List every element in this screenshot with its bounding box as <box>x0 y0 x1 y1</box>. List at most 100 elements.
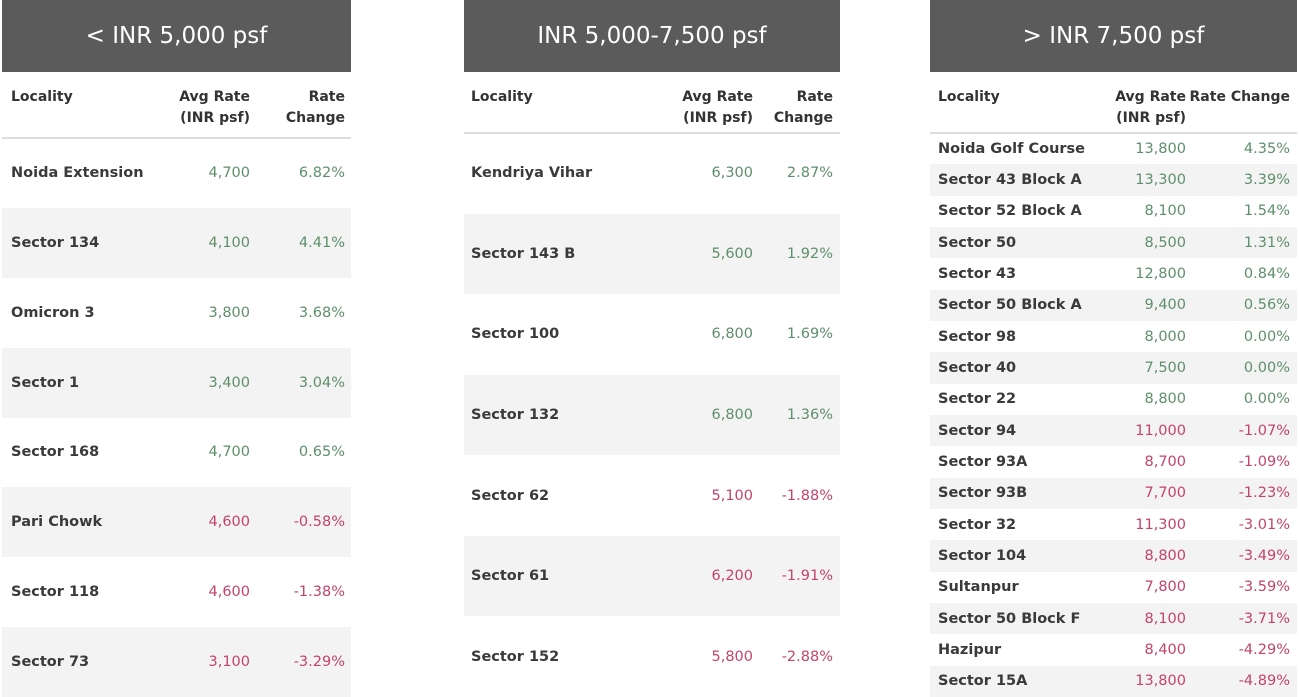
table-row[interactable]: Kendriya Vihar 6,300 2.87% <box>464 133 840 214</box>
avg-rate-cell: 6,300 <box>711 165 753 182</box>
locality-cell: Sector 52 Block A <box>938 203 1082 220</box>
column-header-avg-rate: Avg Rate (INR psf) <box>1115 87 1186 129</box>
table-row[interactable]: Pari Chowk 4,600 -0.58% <box>2 487 351 558</box>
locality-cell: Sector 132 <box>471 406 560 423</box>
table-row[interactable]: Sector 132 6,800 1.36% <box>464 374 840 456</box>
table-row[interactable]: Sector 50 Block A 9,400 0.56% <box>930 289 1297 321</box>
locality-cell: Pari Chowk <box>11 514 103 531</box>
table-row[interactable]: Sector 22 8,800 0.00% <box>930 384 1297 415</box>
table-row[interactable]: Noida Extension 4,700 6.82% <box>2 138 351 208</box>
rate-change-cell: 3.39% <box>1243 171 1290 188</box>
table-row[interactable]: Sector 50 8,500 1.31% <box>930 226 1297 259</box>
locality-cell: Sector 43 Block A <box>938 171 1082 188</box>
table-row[interactable]: Sector 15A 13,800 -4.89% <box>930 665 1297 697</box>
table-row[interactable]: Sector 32 11,300 -3.01% <box>930 509 1297 540</box>
rate-change-cell: 1.31% <box>1243 234 1290 251</box>
locality-cell: Sector 43 <box>938 265 1017 282</box>
avg-rate-cell: 8,000 <box>1144 328 1186 345</box>
rate-change-cell: -1.91% <box>781 568 833 585</box>
rate-change-cell: -3.71% <box>1238 610 1290 627</box>
header-line: (INR psf) <box>180 110 250 126</box>
locality-cell: Sector 100 <box>471 326 560 343</box>
locality-cell: Sector 1 <box>11 374 80 391</box>
table-row[interactable]: Sector 118 4,600 -1.38% <box>2 557 351 627</box>
table-row[interactable]: Sector 50 Block F 8,100 -3.71% <box>930 602 1297 635</box>
locality-cell: Sector 32 <box>938 516 1017 533</box>
column-header-avg-rate: Avg Rate (INR psf) <box>682 87 753 129</box>
table-row[interactable]: Sector 93B 7,700 -1.23% <box>930 477 1297 509</box>
rate-change-cell: 2.87% <box>786 165 833 182</box>
table-row[interactable]: Sector 43 Block A 13,300 3.39% <box>930 164 1297 196</box>
table-row[interactable]: Sector 168 4,700 0.65% <box>2 418 351 488</box>
locality-cell: Sector 50 <box>938 234 1017 251</box>
avg-rate-cell: 7,700 <box>1144 485 1186 502</box>
rate-change-cell: -3.29% <box>293 654 345 671</box>
table-row[interactable]: Sector 94 11,000 -1.07% <box>930 414 1297 447</box>
header-line: Change <box>773 110 833 126</box>
table-row[interactable]: Sector 100 6,800 1.69% <box>464 294 840 375</box>
rate-change-cell: -0.58% <box>293 514 345 531</box>
table-row[interactable]: Sector 93A 8,700 -1.09% <box>930 446 1297 477</box>
table-row[interactable]: Sector 143 B 5,600 1.92% <box>464 213 840 295</box>
rate-change-cell: 0.00% <box>1243 359 1290 376</box>
column-header-avg-rate: Avg Rate (INR psf) <box>179 87 250 129</box>
table-row[interactable]: Hazipur 8,400 -4.29% <box>930 634 1297 665</box>
table-row[interactable]: Sector 1 3,400 3.04% <box>2 347 351 418</box>
rate-change-cell: -1.09% <box>1238 453 1290 470</box>
table-row[interactable]: Sector 43 12,800 0.84% <box>930 258 1297 289</box>
locality-cell: Sector 143 B <box>471 245 576 262</box>
avg-rate-cell: 3,400 <box>208 374 250 391</box>
column-header-locality: Locality <box>11 89 73 105</box>
rate-change-cell: 0.00% <box>1243 391 1290 408</box>
table-row[interactable]: Sector 98 8,000 0.00% <box>930 321 1297 352</box>
rate-change-cell: 1.92% <box>786 245 833 262</box>
avg-rate-cell: 8,500 <box>1144 234 1186 251</box>
header-line: (INR psf) <box>683 110 753 126</box>
avg-rate-cell: 13,300 <box>1135 171 1186 188</box>
rate-change-cell: 1.54% <box>1243 203 1290 220</box>
rate-change-cell: -2.88% <box>781 648 833 665</box>
table-row[interactable]: Sector 52 Block A 8,100 1.54% <box>930 196 1297 227</box>
avg-rate-cell: 8,400 <box>1144 641 1186 658</box>
divider <box>930 132 1297 134</box>
avg-rate-cell: 3,800 <box>208 304 250 321</box>
table-row[interactable]: Sector 61 6,200 -1.91% <box>464 535 840 617</box>
locality-cell: Sector 62 <box>471 487 550 504</box>
locality-cell: Noida Golf Course <box>938 140 1086 157</box>
table-row[interactable]: Omicron 3 3,800 3.68% <box>2 278 351 348</box>
locality-cell: Noida Extension <box>11 164 144 181</box>
column-header-rate-change: Rate Change <box>774 87 833 129</box>
table-row[interactable]: Noida Golf Course 13,800 4.35% <box>930 133 1297 164</box>
table-row[interactable]: Sultanpur 7,800 -3.59% <box>930 572 1297 603</box>
header-line: Avg Rate <box>682 89 753 105</box>
header-line: Rate <box>796 89 833 105</box>
avg-rate-cell: 4,700 <box>208 164 250 181</box>
divider <box>2 137 351 139</box>
rate-change-cell: -3.01% <box>1238 516 1290 533</box>
table-row[interactable]: Sector 152 5,800 -2.88% <box>464 616 840 697</box>
table-row[interactable]: Sector 73 3,100 -3.29% <box>2 627 351 697</box>
table-row[interactable]: Sector 40 7,500 0.00% <box>930 352 1297 384</box>
avg-rate-cell: 8,100 <box>1144 610 1186 627</box>
column-header-locality: Locality <box>938 89 1000 105</box>
table-row[interactable]: Sector 62 5,100 -1.88% <box>464 455 840 536</box>
rate-change-cell: 6.82% <box>298 164 345 181</box>
avg-rate-cell: 4,100 <box>208 234 250 251</box>
rate-change-cell: -1.23% <box>1238 485 1290 502</box>
table-row[interactable]: Sector 104 8,800 -3.49% <box>930 540 1297 572</box>
rate-change-cell: -4.89% <box>1238 673 1290 690</box>
avg-rate-cell: 8,700 <box>1144 453 1186 470</box>
rate-change-cell: -3.59% <box>1238 579 1290 596</box>
locality-cell: Sector 50 Block F <box>938 610 1081 627</box>
avg-rate-cell: 13,800 <box>1135 673 1186 690</box>
avg-rate-cell: 11,300 <box>1135 516 1186 533</box>
avg-rate-cell: 13,800 <box>1135 140 1186 157</box>
header-line: Avg Rate <box>179 89 250 105</box>
locality-cell: Sector 15A <box>938 673 1028 690</box>
table-row[interactable]: Sector 134 4,100 4.41% <box>2 207 351 278</box>
avg-rate-cell: 5,600 <box>711 245 753 262</box>
locality-cell: Hazipur <box>938 641 1002 658</box>
rate-change-cell: 0.84% <box>1243 265 1290 282</box>
header-line: Rate <box>308 89 345 105</box>
avg-rate-cell: 3,100 <box>208 654 250 671</box>
